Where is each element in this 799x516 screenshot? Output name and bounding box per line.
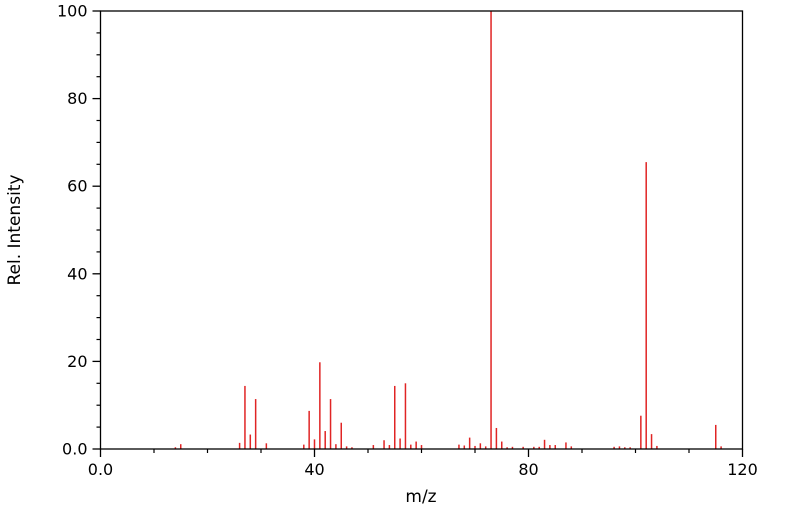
x-tick-label: 80: [518, 460, 538, 479]
y-axis-label: Rel. Intensity: [5, 174, 25, 285]
tick-labels-layer: 0.0 40 80 120 0.0 20 40 60 80 100: [57, 2, 758, 480]
y-tick-label: 80: [67, 89, 87, 108]
y-tick-label: 0.0: [62, 440, 87, 459]
y-tick-label: 20: [67, 352, 87, 371]
x-tick-label: 40: [304, 460, 324, 479]
y-tick-label: 40: [67, 264, 87, 283]
x-axis-label: m/z: [405, 487, 436, 507]
peaks-layer: [174, 11, 722, 449]
y-tick-label: 100: [57, 2, 88, 21]
x-tick-label: 120: [727, 460, 758, 479]
ticks-layer: [92, 10, 744, 457]
y-tick-label: 60: [67, 177, 87, 196]
x-tick-label: 0.0: [88, 460, 113, 479]
